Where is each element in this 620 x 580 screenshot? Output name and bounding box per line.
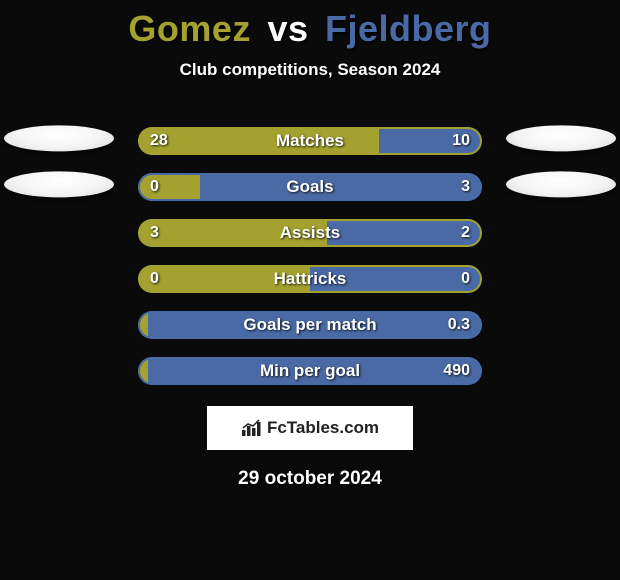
stat-value-player1: 28 — [150, 127, 168, 155]
subtitle: Club competitions, Season 2024 — [0, 60, 620, 80]
stat-row: Matches28 10 — [0, 118, 620, 164]
date-label: 29 october 2024 — [0, 468, 620, 490]
player2-disc — [506, 125, 616, 151]
stat-bar: Min per goal490 — [138, 357, 482, 385]
stat-label: Assists — [138, 219, 482, 247]
stat-value-player1: 0 — [150, 265, 159, 293]
stat-value-player2: 2 — [461, 219, 470, 247]
player1-disc — [4, 171, 114, 197]
player1-name: Gomez — [128, 8, 251, 49]
stat-value-player2: 3 — [461, 173, 470, 201]
stat-row: Assists3 2 — [0, 210, 620, 256]
player2-disc — [506, 171, 616, 197]
stat-bar: Assists3 2 — [138, 219, 482, 247]
stat-bar: Hattricks0 0 — [138, 265, 482, 293]
logo-text: FcTables.com — [267, 418, 379, 438]
stat-row: Hattricks0 0 — [0, 256, 620, 302]
stat-value-player1: 0 — [150, 173, 159, 201]
stat-row: Goals per match0.3 — [0, 302, 620, 348]
stat-bar: Goals0 3 — [138, 173, 482, 201]
stat-value-player2: 0 — [461, 265, 470, 293]
stat-label: Goals per match — [138, 311, 482, 339]
stat-label: Hattricks — [138, 265, 482, 293]
stat-value-player1: 3 — [150, 219, 159, 247]
logo-chart-icon — [241, 419, 263, 437]
page-title: Gomez vs Fjeldberg — [0, 8, 620, 50]
stat-bar: Matches28 10 — [138, 127, 482, 155]
stats-list: Matches2810Goals03Assists32Hattricks00Go… — [0, 118, 620, 394]
comparison-infographic: Gomez vs Fjeldberg Club competitions, Se… — [0, 0, 620, 580]
stat-value-player2: 490 — [443, 357, 470, 385]
stat-value-player2: 0.3 — [448, 311, 470, 339]
stat-label: Goals — [138, 173, 482, 201]
source-logo: FcTables.com — [207, 406, 413, 450]
player1-disc — [4, 125, 114, 151]
player2-name: Fjeldberg — [325, 8, 492, 49]
stat-bar: Goals per match0.3 — [138, 311, 482, 339]
stat-row: Min per goal490 — [0, 348, 620, 394]
stat-value-player2: 10 — [452, 127, 470, 155]
vs-label: vs — [267, 8, 308, 49]
stat-label: Matches — [138, 127, 482, 155]
stat-label: Min per goal — [138, 357, 482, 385]
stat-row: Goals0 3 — [0, 164, 620, 210]
